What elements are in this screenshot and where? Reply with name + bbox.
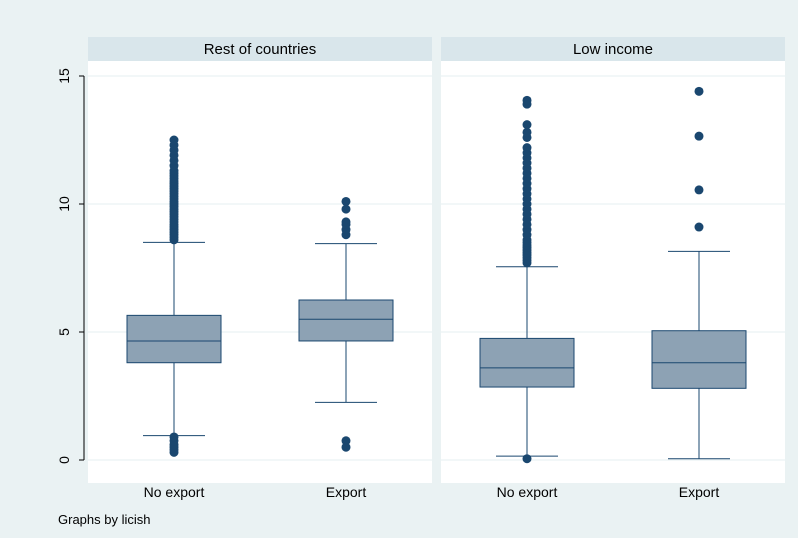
outlier-point bbox=[522, 95, 532, 105]
graphs-by-note: Graphs by licish bbox=[58, 512, 150, 527]
panel-title-strip bbox=[88, 37, 432, 61]
outlier-point bbox=[694, 185, 704, 195]
outlier-point bbox=[522, 120, 532, 130]
outlier-point bbox=[341, 196, 351, 206]
outlier-point bbox=[169, 135, 179, 145]
outlier-point bbox=[169, 432, 179, 442]
y-tick-label: 10 bbox=[56, 196, 72, 212]
x-category-label: Export bbox=[679, 484, 720, 500]
box-no-export bbox=[479, 95, 575, 464]
iqr-box bbox=[479, 337, 575, 388]
x-category-label: No export bbox=[144, 484, 205, 500]
iqr-box bbox=[126, 314, 222, 364]
box-no-export bbox=[126, 135, 222, 457]
panel-title: Low income bbox=[573, 41, 653, 58]
panel-title: Rest of countries bbox=[204, 41, 317, 58]
plot-area bbox=[88, 61, 432, 483]
panel-title-strip bbox=[441, 37, 785, 61]
y-tick-label: 15 bbox=[56, 68, 72, 84]
outlier-point bbox=[341, 436, 351, 446]
y-axis: 0 5 10 15 bbox=[56, 68, 85, 464]
outlier-point bbox=[694, 131, 704, 141]
outlier-point bbox=[694, 222, 704, 232]
outlier-point bbox=[341, 217, 351, 227]
outlier-point bbox=[522, 143, 532, 153]
plot-area bbox=[441, 61, 785, 483]
outlier-point bbox=[341, 204, 351, 214]
outlier-point bbox=[694, 86, 704, 96]
box-export bbox=[651, 86, 747, 460]
x-category-label: Export bbox=[326, 484, 367, 500]
outlier-point bbox=[341, 442, 351, 452]
x-category-label: No export bbox=[497, 484, 558, 500]
y-tick-label: 5 bbox=[56, 328, 72, 336]
y-tick-label: 0 bbox=[56, 456, 72, 464]
outlier-point bbox=[522, 454, 532, 464]
outlier-point bbox=[522, 127, 532, 137]
box-export bbox=[298, 196, 394, 452]
panel-1: Rest of countries No export Export bbox=[88, 37, 432, 500]
iqr-box bbox=[298, 299, 394, 342]
iqr-box bbox=[651, 330, 747, 389]
panel-2: Low income No export Export bbox=[441, 37, 785, 500]
